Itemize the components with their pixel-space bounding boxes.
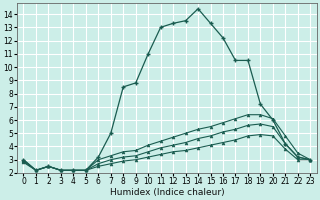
X-axis label: Humidex (Indice chaleur): Humidex (Indice chaleur) <box>109 188 224 197</box>
